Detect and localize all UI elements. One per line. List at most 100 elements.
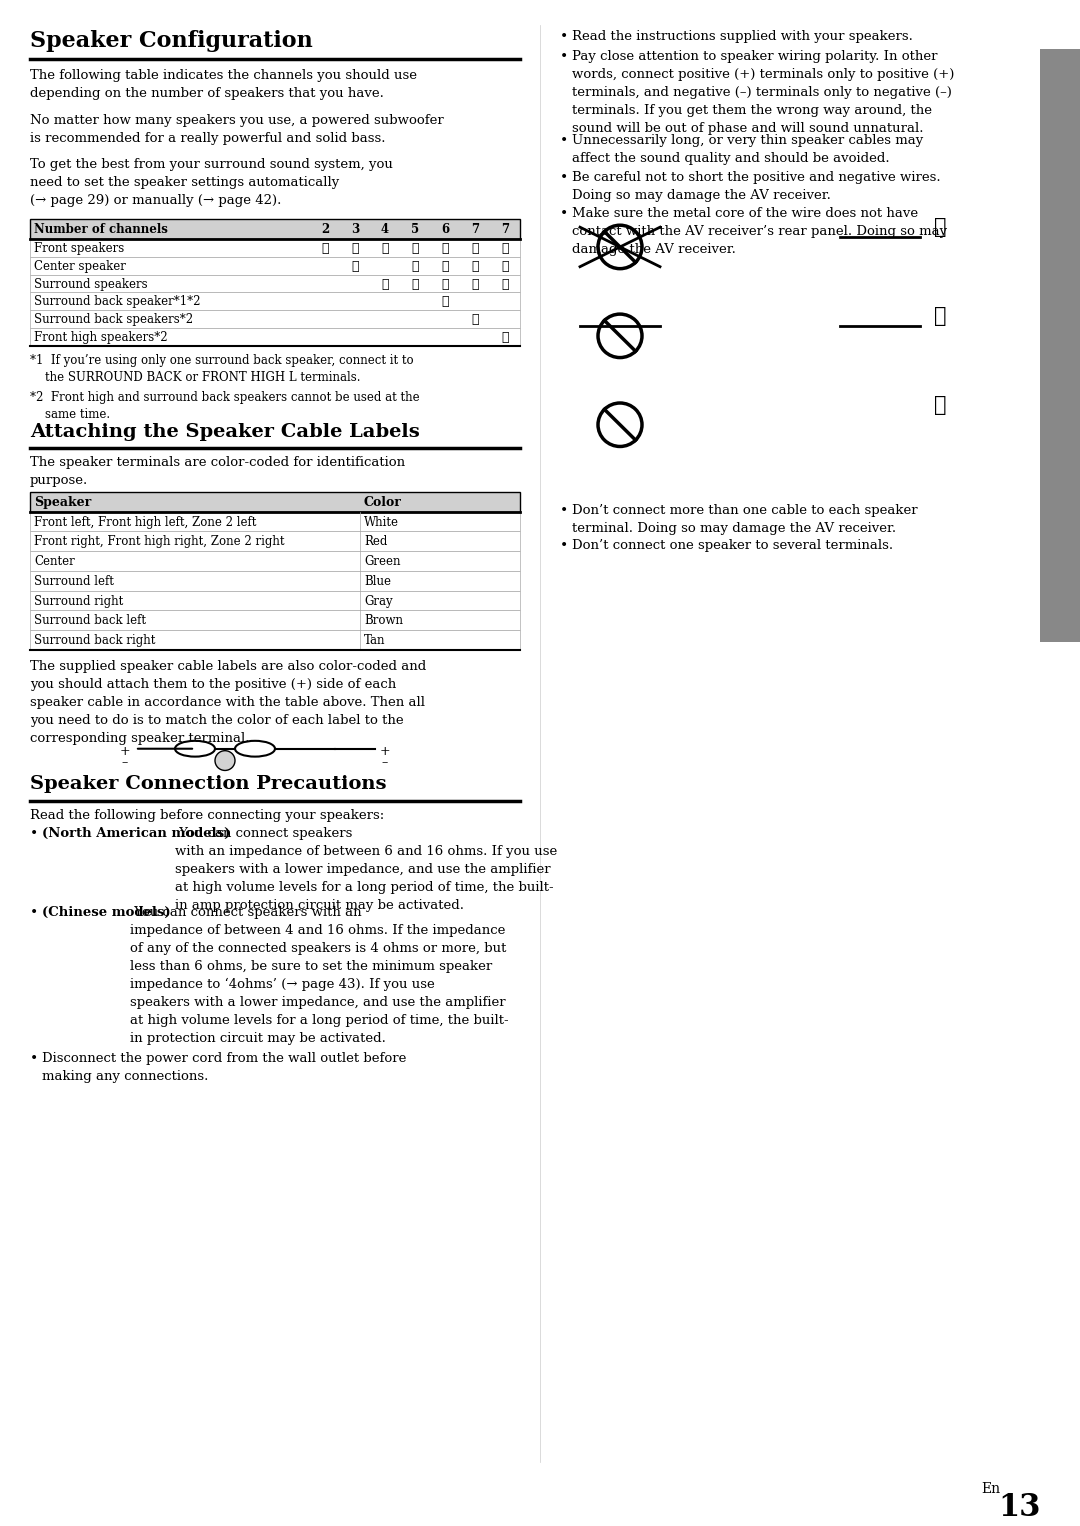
Text: ✔: ✔ [442,296,449,308]
Text: Disconnect the power cord from the wall outlet before
making any connections.: Disconnect the power cord from the wall … [42,1051,406,1083]
Text: No matter how many speakers you use, a powered subwoofer
is recommended for a re: No matter how many speakers you use, a p… [30,113,444,145]
Bar [30,610,519,630]
Text: Center speaker: Center speaker [33,259,126,273]
Circle shape [598,314,642,357]
Text: ✔: ✔ [411,243,419,255]
Text: •: • [30,827,38,841]
Text: Make sure the metal core of the wire does not have
contact with the AV receiver’: Make sure the metal core of the wire doe… [572,208,947,256]
Text: Read the following before connecting your speakers:: Read the following before connecting you… [30,809,384,823]
Circle shape [598,403,642,447]
Text: Be careful not to short the positive and negative wires.
Doing so may damage the: Be careful not to short the positive and… [572,171,941,201]
Bar [30,240,519,256]
Text: •: • [561,50,568,64]
Text: Speaker Connection Precautions: Speaker Connection Precautions [30,775,387,794]
Text: Unnecessarily long, or very thin speaker cables may
affect the sound quality and: Unnecessarily long, or very thin speaker… [572,134,923,165]
Text: Read the instructions supplied with your speakers.: Read the instructions supplied with your… [572,29,913,43]
Text: Front right, Front high right, Zone 2 right: Front right, Front high right, Zone 2 ri… [33,536,284,548]
Text: Surround right: Surround right [33,595,123,607]
Text: ✔: ✔ [934,217,946,237]
Bar [30,256,519,275]
Text: ✔: ✔ [471,243,478,255]
Text: •: • [561,134,568,148]
Text: Surround back right: Surround back right [33,635,156,647]
Text: –: – [122,757,129,769]
Text: You can connect speakers
with an impedance of between 6 and 16 ohms. If you use
: You can connect speakers with an impedan… [175,827,557,911]
Text: •: • [561,539,568,554]
Text: Surround back speaker*1*2: Surround back speaker*1*2 [33,296,201,308]
Bar [30,328,519,346]
Text: ✔: ✔ [471,259,478,273]
Text: ✔: ✔ [501,331,509,343]
Text: Pay close attention to speaker wiring polarity. In other
words, connect positive: Pay close attention to speaker wiring po… [572,50,955,136]
Text: Gray: Gray [364,595,393,607]
Text: •: • [561,171,568,185]
Text: 7: 7 [471,223,480,237]
Text: •: • [30,1051,38,1067]
Text: 13: 13 [999,1491,1041,1523]
Text: Color: Color [364,496,402,508]
Ellipse shape [235,740,275,757]
Text: ✔: ✔ [442,259,449,273]
Text: The following table indicates the channels you should use
depending on the numbe: The following table indicates the channe… [30,69,417,101]
Text: Front speakers: Front speakers [33,243,124,255]
Text: *2  Front high and surround back speakers cannot be used at the
    same time.: *2 Front high and surround back speakers… [30,391,420,421]
Text: 4: 4 [381,223,389,237]
Text: Front high speakers*2: Front high speakers*2 [33,331,167,343]
Text: ✔: ✔ [471,313,478,327]
Circle shape [598,226,642,269]
Text: En: En [981,1482,1000,1495]
Text: Front left, Front high left, Zone 2 left: Front left, Front high left, Zone 2 left [33,516,256,528]
Text: ✔: ✔ [381,278,389,290]
Text: ✔: ✔ [934,307,946,327]
Text: 7: 7 [501,223,509,237]
Text: The speaker terminals are color-coded for identification
purpose.: The speaker terminals are color-coded fo… [30,456,405,487]
Bar [30,571,519,591]
Circle shape [215,751,235,771]
Text: •: • [561,504,568,517]
Text: •: • [30,906,38,920]
Bar [30,491,519,511]
Text: ✔: ✔ [501,278,509,290]
Text: ✔: ✔ [442,243,449,255]
Text: ✔: ✔ [471,278,478,290]
Text: Surround back speakers*2: Surround back speakers*2 [33,313,193,327]
Bar [30,531,519,551]
Text: +: + [120,745,131,758]
Text: Green: Green [364,555,401,568]
Text: •: • [561,208,568,221]
Text: You can connect speakers with an
impedance of between 4 and 16 ohms. If the impe: You can connect speakers with an impedan… [130,906,509,1045]
Ellipse shape [175,740,215,757]
Text: +: + [380,745,390,758]
Text: To get the best from your surround sound system, you
need to set the speaker set: To get the best from your surround sound… [30,159,393,208]
Text: Surround speakers: Surround speakers [33,278,148,290]
Text: Number of channels: Number of channels [33,223,167,237]
Text: ✔: ✔ [442,278,449,290]
Bar [1040,49,1080,642]
Text: Red: Red [364,536,388,548]
Text: The supplied speaker cable labels are also color-coded and
you should attach the: The supplied speaker cable labels are al… [30,659,427,745]
Bar [30,220,519,240]
Text: (North American models): (North American models) [42,827,230,839]
Text: *1  If you’re using only one surround back speaker, connect it to
    the SURROU: *1 If you’re using only one surround bac… [30,354,414,383]
Text: ✔: ✔ [934,395,946,415]
Text: –: – [382,757,388,769]
Text: Surround back left: Surround back left [33,615,146,627]
Text: ✔: ✔ [351,259,359,273]
Text: Attaching the Speaker Cable Labels: Attaching the Speaker Cable Labels [30,423,420,441]
Text: White: White [364,516,399,528]
Bar [30,630,519,650]
Text: Center: Center [33,555,75,568]
Bar [30,275,519,293]
Text: Don’t connect more than one cable to each speaker
terminal. Doing so may damage : Don’t connect more than one cable to eac… [572,504,918,534]
Text: Surround left: Surround left [33,575,113,588]
Text: Speaker: Speaker [33,496,91,508]
Text: Brown: Brown [364,615,403,627]
Text: ✔: ✔ [351,243,359,255]
Bar [30,511,519,531]
Bar [30,591,519,610]
Text: Tan: Tan [364,635,386,647]
Text: 3: 3 [351,223,360,237]
Text: 2: 2 [321,223,329,237]
Bar [30,310,519,328]
Text: Blue: Blue [364,575,391,588]
